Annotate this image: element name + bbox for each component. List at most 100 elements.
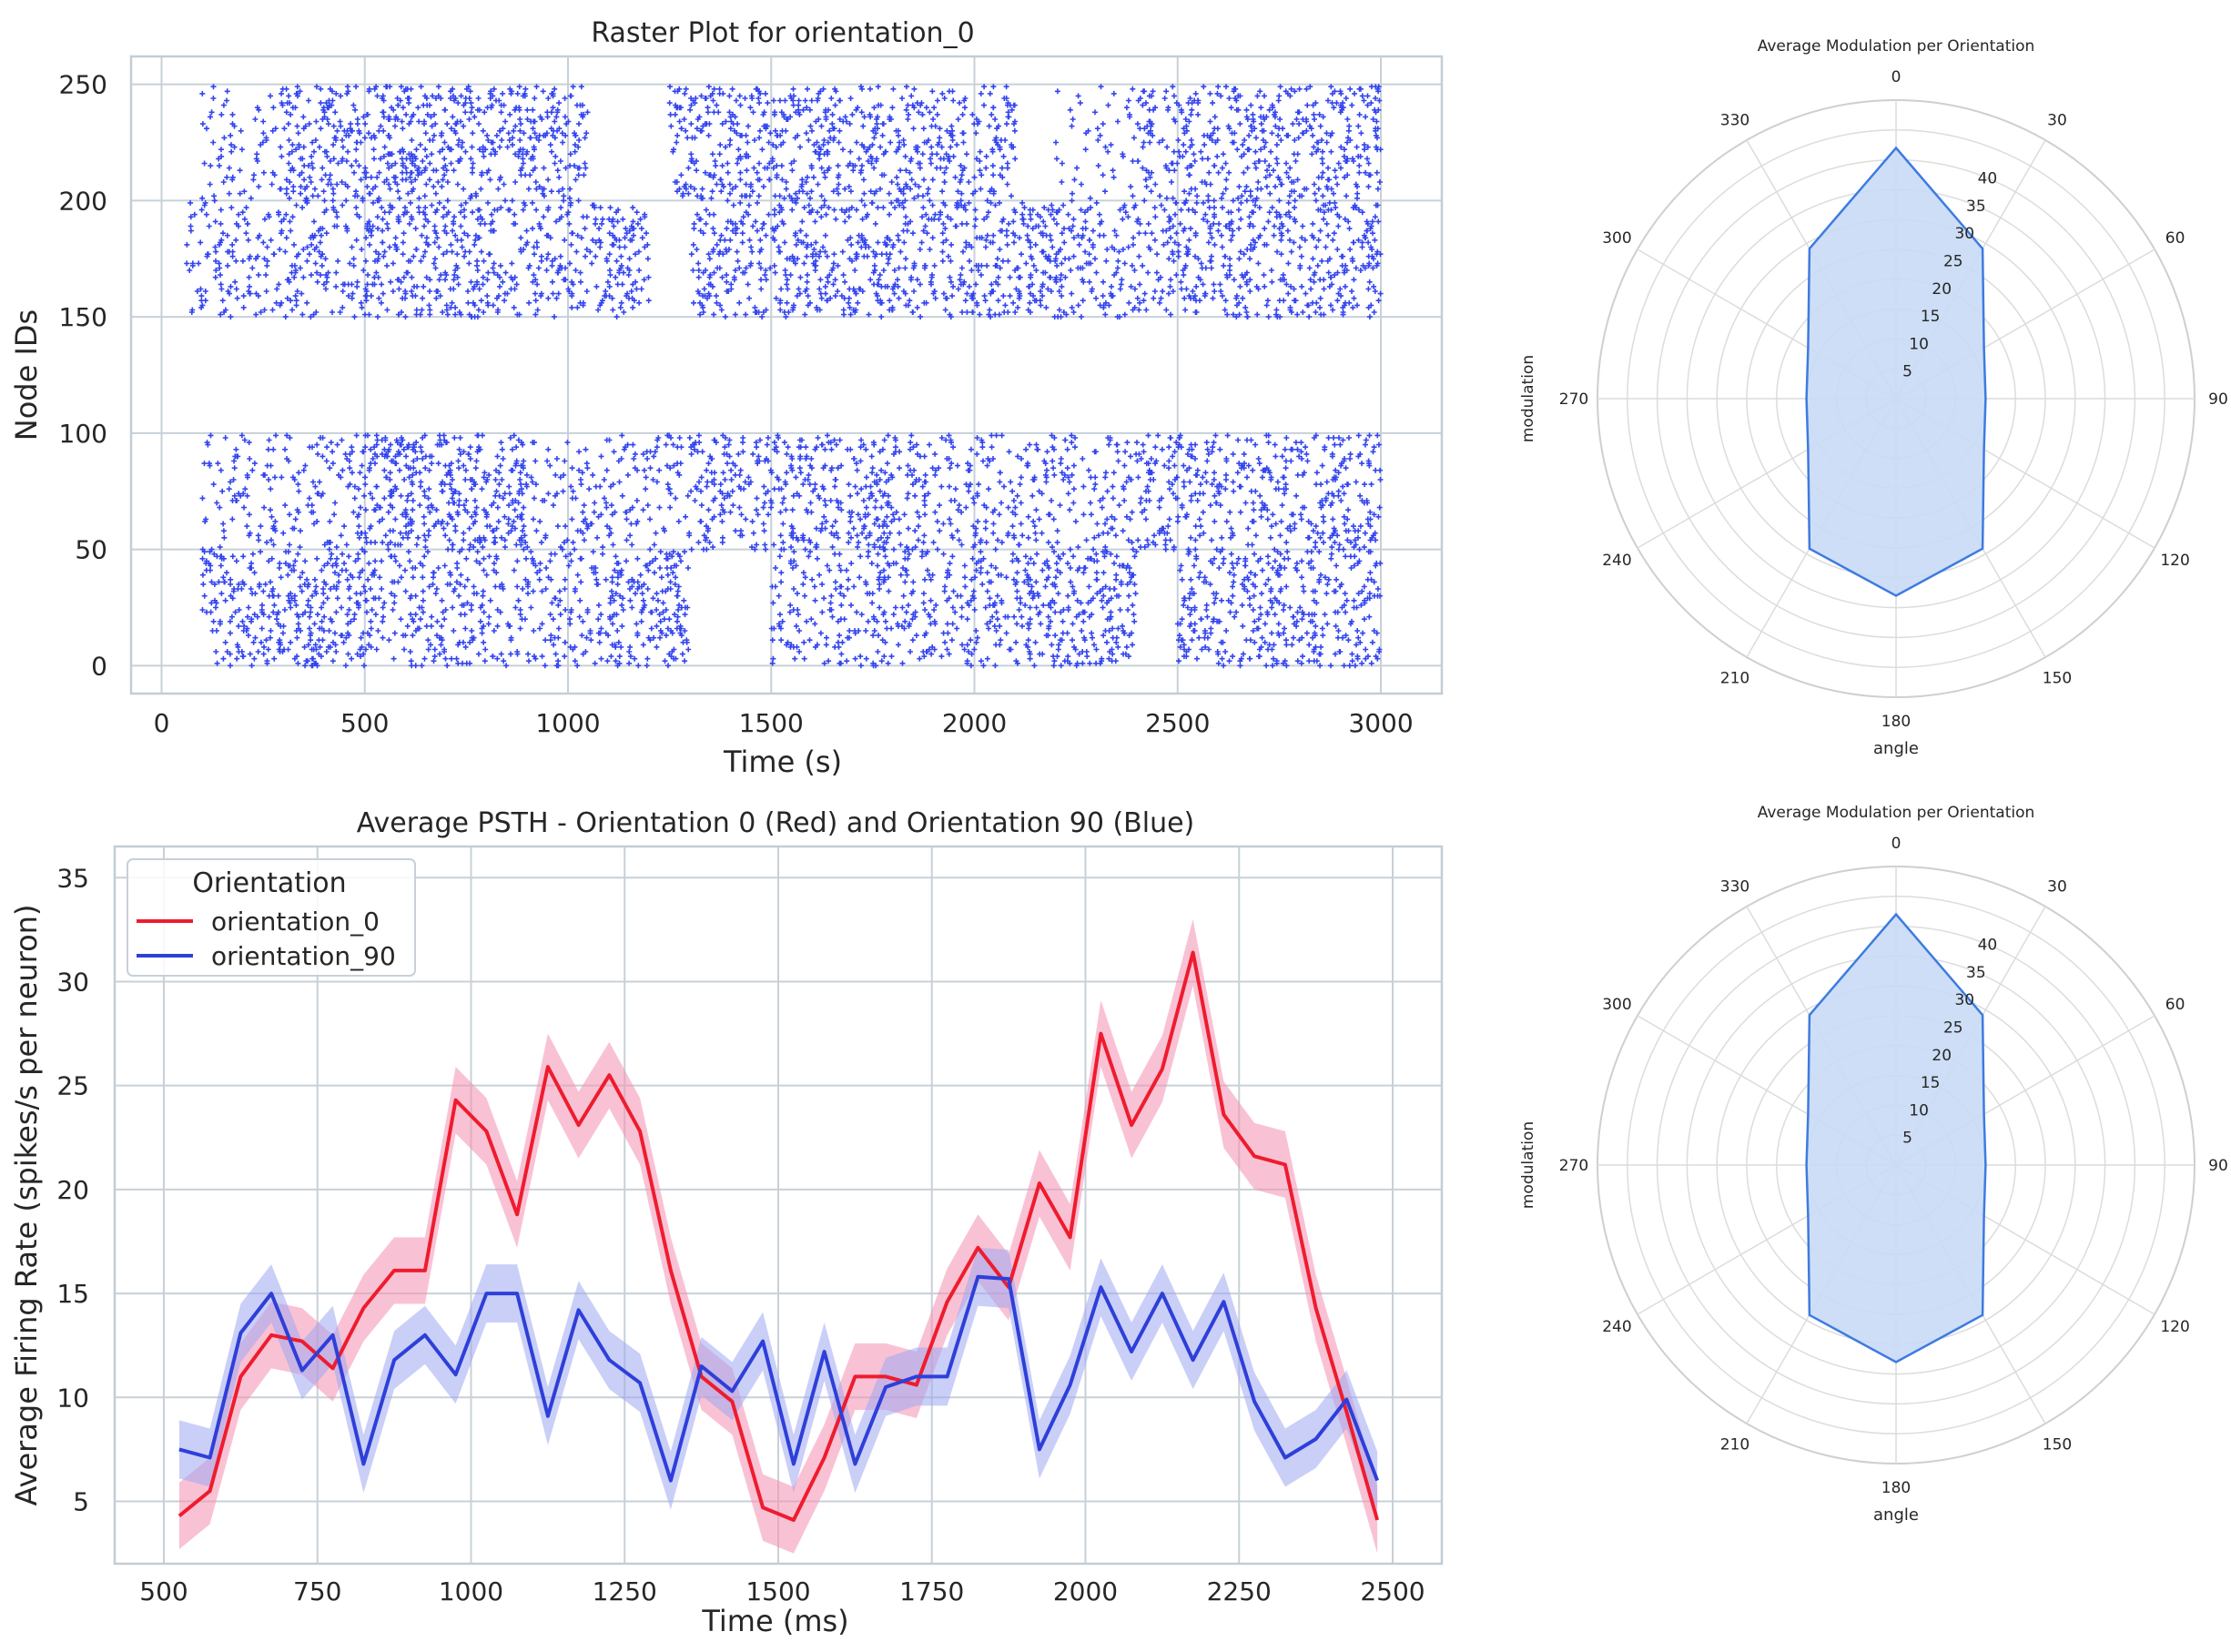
radar-chart-bottom: Average Modulation per Orientation angle… [1519, 804, 2228, 1525]
radar-r-tick-label: 20 [1932, 1047, 1952, 1065]
raster-y-tick-label: 150 [59, 302, 107, 332]
raster-y-tick-label: 250 [59, 70, 107, 100]
radar-angle-label: 180 [1881, 1479, 1911, 1497]
raster-x-tick-label: 2500 [1145, 708, 1210, 738]
radar-angle-label: 180 [1881, 713, 1911, 731]
radar-r-tick-label: 25 [1943, 252, 1963, 270]
psth-y-tick-label: 25 [56, 1071, 89, 1101]
legend-label-orientation-0: orientation_0 [211, 907, 380, 937]
radar-bottom-y-label: modulation [1519, 1121, 1537, 1209]
radar-r-tick-label: 20 [1932, 280, 1952, 299]
radar-angle-label: 270 [1559, 1157, 1588, 1175]
radar-angle-label: 60 [2165, 996, 2185, 1014]
psth-x-tick-label: 1250 [593, 1576, 657, 1606]
psth-y-ticks: 5 10 15 20 25 30 35 [56, 863, 89, 1516]
radar-r-tick-label: 15 [1921, 308, 1941, 326]
psth-line-orientation_0 [177, 950, 1380, 1522]
psth-x-tick-label: 1750 [899, 1576, 964, 1606]
psth-line-orientation_90 [178, 1274, 1379, 1483]
radar-area [1805, 146, 1987, 597]
radar-angle-label: 90 [2208, 1157, 2228, 1175]
psth-chart: Average PSTH - Orientation 0 (Red) and O… [9, 807, 1444, 1638]
radar-angle-label: 120 [2160, 552, 2189, 570]
radar-area [1805, 912, 1987, 1363]
raster-title: Raster Plot for orientation_0 [591, 17, 974, 49]
radar-r-tick-label: 40 [1978, 170, 1998, 188]
psth-x-tick-label: 2000 [1053, 1576, 1118, 1606]
radar-r-tick-label: 30 [1954, 991, 1974, 1009]
psth-x-tick-label: 750 [293, 1576, 341, 1606]
psth-y-tick-label: 30 [56, 967, 89, 997]
radar-angle-label: 30 [2047, 877, 2067, 896]
psth-y-tick-label: 15 [56, 1279, 89, 1309]
radar-angle-label: 240 [1602, 552, 1631, 570]
raster-y-tick-label: 0 [91, 651, 107, 681]
raster-x-tick-label: 3000 [1348, 708, 1413, 738]
psth-frame [113, 845, 1444, 1566]
legend-title: Orientation [192, 867, 346, 899]
psth-y-tick-label: 20 [56, 1175, 89, 1205]
radar-r-tick-label: 10 [1909, 335, 1929, 353]
radar-angle-label: 150 [2043, 1436, 2072, 1454]
radar-r-tick-label: 5 [1902, 1130, 1912, 1148]
radar-r-tick-label: 40 [1978, 937, 1998, 955]
psth-x-tick-label: 1000 [439, 1576, 503, 1606]
psth-legend: Orientation orientation_0 orientation_90 [127, 858, 416, 977]
radar-r-tick-label: 30 [1954, 225, 1974, 243]
radar-angle-label: 330 [1720, 877, 1749, 896]
radar-bottom-x-label: angle [1873, 1505, 1919, 1525]
raster-x-label: Time (s) [723, 745, 842, 779]
radar-angle-label: 60 [2165, 229, 2185, 248]
psth-x-tick-label: 2500 [1360, 1576, 1425, 1606]
radar-r-tick-label: 25 [1943, 1019, 1963, 1037]
raster-y-tick-label: 200 [59, 186, 107, 216]
raster-x-tick-label: 500 [340, 708, 389, 738]
raster-x-ticks: 0 500 1000 1500 2000 2500 3000 [154, 708, 1414, 738]
raster-y-tick-label: 100 [59, 419, 107, 449]
psth-y-tick-label: 5 [73, 1486, 89, 1516]
radar-r-tick-label: 5 [1902, 363, 1912, 381]
radar-r-tick-label: 35 [1966, 198, 1986, 216]
radar-top-y-label: modulation [1519, 355, 1537, 442]
psth-x-tick-label: 500 [139, 1576, 188, 1606]
psth-title: Average PSTH - Orientation 0 (Red) and O… [357, 807, 1195, 839]
radar-chart-top: Average Modulation per Orientation angle… [1519, 37, 2228, 758]
radar-angle-label: 150 [2043, 670, 2072, 688]
radar-angle-label: 0 [1891, 68, 1901, 86]
psth-x-label: Time (ms) [701, 1604, 848, 1638]
radar-angle-label: 210 [1720, 1436, 1749, 1454]
psth-x-ticks: 500 750 1000 1250 1500 1750 2000 2250 2500 [139, 1576, 1425, 1606]
raster-y-tick-label: 50 [75, 535, 107, 565]
radar-angle-label: 30 [2047, 111, 2067, 129]
psth-series [177, 918, 1380, 1554]
radar-bottom-title: Average Modulation per Orientation [1758, 804, 2035, 822]
legend-label-orientation-90: orientation_90 [211, 941, 396, 971]
radar-top-title: Average Modulation per Orientation [1758, 37, 2035, 56]
psth-y-tick-label: 10 [56, 1383, 89, 1413]
psth-x-tick-label: 1500 [745, 1576, 810, 1606]
legend-box [127, 858, 416, 977]
raster-x-tick-label: 2000 [942, 708, 1007, 738]
radar-angle-label: 330 [1720, 111, 1749, 129]
radar-angle-label: 240 [1602, 1318, 1631, 1336]
raster-plot: Raster Plot for orientation_0 0 500 1000 15… [9, 17, 1444, 779]
radar-top-x-label: angle [1873, 739, 1919, 758]
radar-r-tick-label: 15 [1921, 1074, 1941, 1092]
radar-angle-label: 0 [1891, 835, 1901, 853]
raster-y-label: Node IDs [9, 309, 44, 441]
raster-spike-markers [184, 84, 1384, 669]
radar-angle-label: 300 [1602, 996, 1631, 1014]
psth-x-tick-label: 2250 [1207, 1576, 1272, 1606]
raster-x-tick-label: 1500 [739, 708, 804, 738]
radar-angle-label: 90 [2208, 390, 2228, 409]
radar-angle-label: 270 [1559, 390, 1588, 409]
psth-y-tick-label: 35 [56, 863, 89, 893]
raster-y-ticks: 0 50 100 150 200 250 [59, 70, 107, 682]
radar-angle-label: 300 [1602, 229, 1631, 248]
radar-r-tick-label: 10 [1909, 1101, 1929, 1120]
raster-x-tick-label: 1000 [535, 708, 600, 738]
raster-x-tick-label: 0 [154, 708, 170, 738]
radar-r-tick-label: 35 [1966, 964, 1986, 982]
radar-angle-label: 120 [2160, 1318, 2189, 1336]
